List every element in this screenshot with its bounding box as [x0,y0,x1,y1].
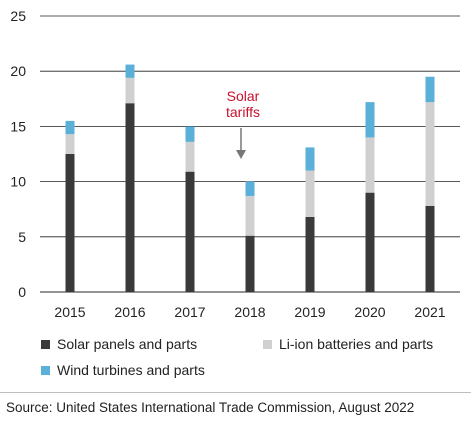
source-separator [0,392,471,393]
legend-item-wind: Wind turbines and parts [41,362,205,378]
legend-item-solar: Solar panels and parts [41,336,197,352]
annotation-line-1: Solar [227,88,260,104]
annotation-line-2: tariffs [226,104,260,120]
bar-segment-solar-panels-and-parts-2019 [305,216,315,292]
legend-label-li-ion: Li-ion batteries and parts [279,336,434,352]
x-tick-label: 2020 [354,304,385,320]
y-tick-label: 15 [10,118,26,134]
y-tick-label: 25 [10,8,26,24]
bar-segment-wind-turbines-and-parts-2015 [65,120,75,135]
bar-segment-wind-turbines-and-parts-2016 [125,64,135,78]
bar-segment-li-ion-batteries-and-parts-2021 [425,102,435,206]
bar-segment-li-ion-batteries-and-parts-2018 [245,195,255,236]
y-tick-label: 5 [18,229,26,245]
bar-segment-solar-panels-and-parts-2020 [365,192,375,292]
x-tick-label: 2018 [234,304,265,320]
bar-segment-wind-turbines-and-parts-2017 [185,126,195,142]
bar-segment-solar-panels-and-parts-2018 [245,235,255,292]
bar-segment-li-ion-batteries-and-parts-2017 [185,141,195,172]
y-tick-label: 0 [18,284,26,300]
bar-segment-wind-turbines-and-parts-2021 [425,76,435,103]
legend-label-wind: Wind turbines and parts [57,362,205,378]
annotation: Solar tariffs [226,88,260,159]
legend-swatch-solar [41,339,50,349]
bar-segment-solar-panels-and-parts-2015 [65,154,75,292]
axis-labels: 0 5 10 15 20 25 2015 2016 2017 2018 2019 2020 2021 [10,8,445,320]
bar-segment-wind-turbines-and-parts-2020 [365,102,375,138]
bar-segment-solar-panels-and-parts-2016 [125,103,135,292]
x-tick-label: 2021 [414,304,445,320]
y-tick-label: 10 [10,174,26,190]
bar-segment-li-ion-batteries-and-parts-2020 [365,137,375,193]
annotation-arrowhead-icon [236,150,246,159]
bar-segment-solar-panels-and-parts-2021 [425,205,435,292]
source-note: Source: United States International Trad… [6,400,415,415]
x-tick-label: 2017 [174,304,205,320]
x-tick-label: 2016 [114,304,145,320]
x-tick-label: 2019 [294,304,325,320]
x-tick-label: 2015 [54,304,85,320]
bar-segment-li-ion-batteries-and-parts-2016 [125,77,135,104]
bar-segment-solar-panels-and-parts-2017 [185,171,195,292]
legend-item-li-ion: Li-ion batteries and parts [263,336,433,352]
bar-segment-li-ion-batteries-and-parts-2019 [305,170,315,217]
legend-swatch-wind [41,365,50,375]
y-tick-label: 20 [10,63,26,79]
bar-segment-wind-turbines-and-parts-2019 [305,147,315,171]
bars [65,64,435,292]
legend-label-solar: Solar panels and parts [57,336,198,352]
bar-segment-wind-turbines-and-parts-2018 [245,181,255,196]
legend-swatch-li-ion [263,339,272,349]
bar-segment-li-ion-batteries-and-parts-2015 [65,134,75,154]
